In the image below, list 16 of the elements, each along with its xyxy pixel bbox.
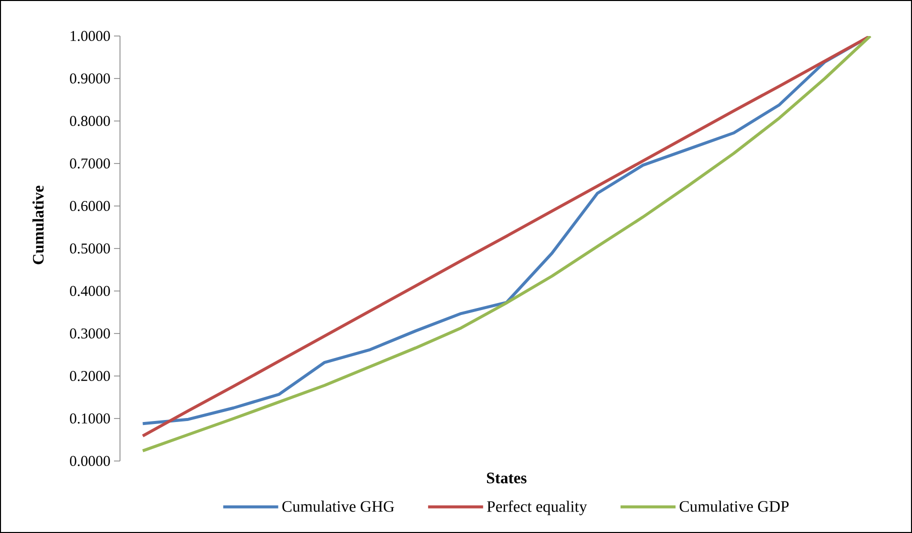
y-tick-label: 0.9000 bbox=[70, 73, 110, 84]
y-tick-label: 0.4000 bbox=[70, 286, 110, 296]
y-tick-label: 0.3000 bbox=[70, 328, 110, 339]
y-tick-label: 0.7000 bbox=[70, 158, 110, 169]
x-axis-title: States bbox=[486, 472, 526, 484]
y-tick-label: 0.8000 bbox=[70, 116, 110, 126]
y-tick-label: 0.2000 bbox=[70, 370, 110, 382]
y-tick-label: 0.6000 bbox=[70, 200, 110, 212]
legend-label: Cumulative GDP bbox=[680, 500, 789, 512]
y-axis-title: Cumulative bbox=[32, 186, 44, 264]
y-tick-label: 0.1000 bbox=[70, 413, 110, 424]
legend-label: Cumulative GHG bbox=[282, 500, 394, 512]
legend-label: Perfect equality bbox=[487, 500, 587, 516]
y-tick-label: 0.0000 bbox=[70, 456, 110, 466]
y-tick-label: 0.5000 bbox=[70, 243, 110, 254]
y-tick-label: 1.0000 bbox=[70, 30, 110, 42]
